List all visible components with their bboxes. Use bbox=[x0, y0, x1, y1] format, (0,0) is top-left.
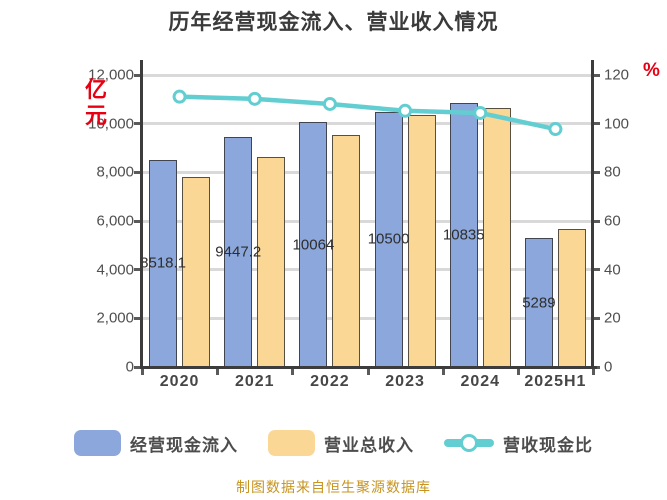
bar-revenue-2023[interactable] bbox=[407, 114, 436, 368]
x-axis-label-2021: 2021 bbox=[234, 373, 275, 390]
cash-inflow-swatch-icon bbox=[74, 430, 121, 456]
bar-cash-inflow-2020[interactable] bbox=[149, 159, 178, 368]
legend-label-revenue: 营业总收入 bbox=[324, 435, 414, 455]
bar-cash-inflow-2021[interactable] bbox=[224, 137, 253, 368]
y-axis-tick-label-right: 60 bbox=[604, 212, 621, 230]
y-axis-tick-label-right: 20 bbox=[604, 309, 621, 327]
x-axis-tick bbox=[216, 369, 220, 375]
bar-value-label-2024: 10835 bbox=[442, 226, 485, 244]
bar-cash-inflow-2022[interactable] bbox=[299, 122, 328, 368]
bar-value-label-2023: 10500 bbox=[367, 230, 410, 248]
y-axis-tick-label-left: 12,000 bbox=[88, 66, 134, 84]
legend-item-ratio[interactable]: 营收现金比 bbox=[444, 430, 593, 456]
ratio-marker-2022[interactable] bbox=[322, 96, 337, 111]
y-axis-tick-label-right: 80 bbox=[604, 163, 621, 181]
legend: 经营现金流入 营业总收入 营收现金比 bbox=[0, 430, 667, 456]
gridline bbox=[142, 268, 593, 272]
gridline bbox=[142, 122, 593, 126]
y-axis-tick-label-right: 0 bbox=[604, 358, 613, 376]
y-axis-tick-left bbox=[134, 170, 140, 174]
bar-revenue-2020[interactable] bbox=[182, 177, 211, 368]
y-axis-tick-label-left: 6,000 bbox=[96, 212, 134, 230]
x-axis-tick bbox=[516, 369, 520, 375]
y-axis-tick-label-left: 2,000 bbox=[96, 309, 134, 327]
bar-revenue-2022[interactable] bbox=[332, 134, 361, 368]
y-axis-tick-label-right: 120 bbox=[604, 66, 630, 84]
legend-item-revenue[interactable]: 营业总收入 bbox=[268, 430, 414, 456]
ratio-marker-2021[interactable] bbox=[247, 91, 262, 106]
bar-value-label-2022: 10064 bbox=[292, 236, 335, 254]
x-axis-label-2022: 2022 bbox=[310, 373, 350, 390]
bar-cash-inflow-2024[interactable] bbox=[449, 103, 478, 368]
y-axis-tick-left bbox=[134, 316, 140, 320]
y-axis-tick-right bbox=[594, 268, 600, 272]
bar-cash-inflow-2023[interactable] bbox=[374, 111, 403, 368]
gridline bbox=[142, 219, 593, 223]
y-axis-tick-right bbox=[594, 122, 600, 126]
gridline bbox=[142, 316, 593, 320]
y-axis-tick-left bbox=[134, 73, 140, 77]
bar-value-label-2020: 8518.1 bbox=[140, 254, 187, 272]
revenue-swatch-icon bbox=[268, 430, 315, 456]
y-axis-left bbox=[140, 60, 143, 369]
y-axis-tick-left bbox=[134, 219, 140, 223]
chart-title: 历年经营现金流入、营业收入情况 bbox=[168, 11, 499, 34]
x-axis-label-2020: 2020 bbox=[159, 373, 200, 390]
x-axis bbox=[140, 366, 597, 369]
y-axis-tick-label-right: 100 bbox=[604, 115, 630, 133]
legend-item-cash-inflow[interactable]: 经营现金流入 bbox=[74, 430, 238, 456]
y-axis-tick-label-left: 0 bbox=[125, 358, 134, 376]
y-axis-tick-right bbox=[594, 316, 600, 320]
ratio-marker-2023[interactable] bbox=[398, 103, 413, 118]
y-axis-tick-label-right: 40 bbox=[604, 261, 621, 279]
x-axis-tick bbox=[366, 369, 370, 375]
bar-cash-inflow-2025H1[interactable] bbox=[524, 238, 553, 368]
right-axis-unit: % bbox=[643, 60, 660, 81]
ratio-marker-2025H1[interactable] bbox=[548, 122, 563, 137]
x-axis-label-2023: 2023 bbox=[385, 373, 425, 390]
bar-value-label-2021: 9447.2 bbox=[215, 243, 262, 261]
y-axis-tick-label-left: 8,000 bbox=[96, 163, 134, 181]
y-axis-tick-left bbox=[134, 365, 140, 369]
x-axis-tick bbox=[141, 369, 144, 375]
ratio-marker-2024[interactable] bbox=[473, 105, 488, 120]
x-axis-tick bbox=[441, 369, 445, 375]
y-axis-tick-right bbox=[594, 170, 600, 174]
x-axis-label-2025H1: 2025H1 bbox=[524, 373, 587, 390]
legend-label-cash-inflow: 经营现金流入 bbox=[130, 435, 238, 455]
y-axis-tick-right bbox=[594, 73, 600, 77]
ratio-line-marker-icon bbox=[444, 430, 494, 456]
legend-label-ratio: 营收现金比 bbox=[503, 435, 593, 455]
y-axis-tick-label-left: 10,000 bbox=[88, 115, 134, 133]
y-axis-tick-label-left: 4,000 bbox=[96, 261, 134, 279]
gridline bbox=[142, 170, 593, 174]
y-axis-tick-left bbox=[134, 268, 140, 272]
gridline bbox=[142, 73, 593, 77]
x-axis-tick bbox=[592, 369, 595, 375]
y-axis-right bbox=[591, 60, 594, 369]
y-axis-tick-right bbox=[594, 219, 600, 223]
bar-revenue-2021[interactable] bbox=[257, 156, 286, 368]
y-axis-tick-left bbox=[134, 122, 140, 126]
bar-revenue-2024[interactable] bbox=[482, 107, 511, 368]
bar-value-label-2025H1: 5289 bbox=[522, 294, 556, 312]
left-axis-unit: 亿元 bbox=[84, 77, 107, 128]
y-axis-tick-right bbox=[594, 365, 600, 369]
data-source-watermark: 制图数据来自恒生聚源数据库 bbox=[236, 479, 431, 495]
x-axis-label-2024: 2024 bbox=[460, 373, 501, 390]
ratio-marker-2020[interactable] bbox=[172, 89, 187, 104]
x-axis-tick bbox=[291, 369, 295, 375]
bar-revenue-2025H1[interactable] bbox=[557, 229, 586, 368]
